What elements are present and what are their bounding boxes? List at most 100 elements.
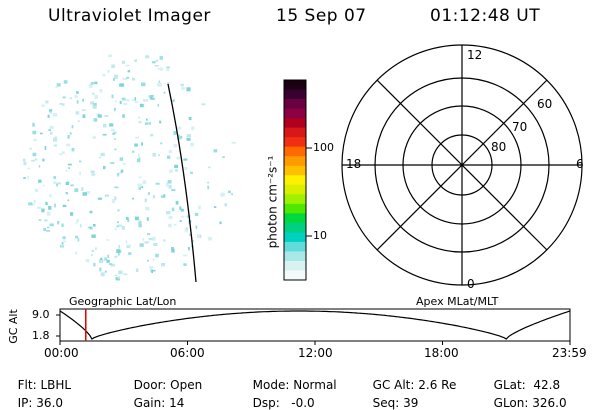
time-tick-0600: 06:00 (170, 346, 205, 360)
image-speckle (171, 189, 176, 191)
colorbar-segment (284, 251, 306, 262)
image-speckle (111, 64, 116, 68)
image-speckle (76, 218, 79, 223)
image-speckle (88, 226, 91, 229)
image-speckle (120, 169, 124, 173)
color-bar (284, 80, 306, 281)
image-speckle (213, 206, 217, 208)
image-speckle (207, 166, 211, 169)
image-speckle (121, 60, 125, 64)
colorbar-segment (284, 99, 306, 110)
image-speckle (141, 142, 143, 146)
image-speckle (125, 64, 130, 67)
image-speckle (102, 73, 106, 77)
colorbar-segment (284, 165, 306, 176)
image-speckle (65, 182, 69, 185)
image-speckle (180, 215, 185, 218)
image-speckle (191, 126, 195, 131)
colorbar-segment (284, 213, 306, 224)
image-speckle (128, 244, 132, 248)
image-speckle (65, 192, 68, 195)
image-speckle (52, 113, 58, 117)
mlt-label-0: 0 (467, 277, 475, 291)
image-speckle (175, 169, 178, 172)
image-speckle (41, 104, 45, 107)
image-speckle (90, 82, 94, 85)
image-speckle (49, 194, 52, 198)
image-speckle (119, 157, 123, 161)
image-speckle (23, 177, 26, 179)
image-speckle (207, 181, 209, 184)
image-speckle (69, 97, 72, 100)
image-speckle (116, 172, 120, 176)
image-speckle (117, 174, 120, 177)
image-speckle (93, 118, 98, 122)
image-speckle (79, 171, 81, 176)
image-speckle (152, 61, 156, 64)
colorbar-segment (284, 80, 306, 91)
image-speckle (49, 131, 53, 135)
image-speckle (113, 78, 115, 81)
image-speckle (167, 155, 171, 159)
info-ip: IP: 36.0 (17, 396, 64, 410)
image-speckle (107, 254, 110, 258)
image-speckle (77, 120, 80, 123)
image-speckle (114, 148, 117, 151)
image-speckle (175, 200, 179, 205)
image-speckle (53, 137, 58, 142)
colorbar-label-100: 100 (313, 141, 334, 154)
image-speckle (149, 95, 154, 99)
image-speckle (63, 80, 68, 84)
image-speckle (163, 194, 166, 197)
image-speckle (139, 103, 144, 108)
image-speckle (45, 201, 48, 206)
image-speckle (71, 147, 75, 152)
image-speckle (121, 97, 126, 101)
image-title: Ultraviolet Imager (48, 6, 211, 26)
image-speckle (138, 219, 141, 222)
image-speckle (119, 83, 124, 87)
image-speckle (92, 136, 96, 139)
terminator-line (167, 83, 197, 283)
image-speckle (34, 158, 38, 161)
colorbar-segment (284, 241, 306, 252)
image-speckle (161, 263, 166, 267)
image-speckle (57, 222, 59, 225)
polar-diagonal-2 (376, 79, 548, 251)
image-speckle (49, 111, 52, 114)
image-speckle (94, 95, 98, 99)
image-speckle (32, 152, 36, 157)
image-speckle (32, 130, 37, 135)
image-speckle (224, 203, 227, 207)
image-speckle (132, 197, 134, 200)
info-flt: Flt: LBHL (17, 378, 72, 392)
image-speckle (160, 142, 163, 145)
image-speckle (186, 87, 191, 92)
image-speckle (159, 56, 163, 60)
image-speckle (222, 156, 225, 158)
image-speckle (114, 274, 118, 277)
image-speckle (173, 224, 177, 226)
image-speckle (149, 266, 154, 269)
image-speckle (126, 245, 130, 248)
image-speckle (97, 114, 102, 118)
image-speckle (127, 70, 131, 73)
image-speckle (118, 245, 120, 249)
mlat-label-80: 80 (491, 140, 507, 154)
image-speckle (183, 263, 187, 266)
image-speckle (177, 126, 182, 130)
image-speckle (184, 167, 188, 171)
image-speckle (134, 143, 138, 147)
image-speckle (82, 98, 84, 102)
image-speckle (89, 210, 93, 214)
image-speckle (145, 206, 150, 211)
mlat-label-70: 70 (512, 120, 528, 134)
image-speckle (104, 115, 109, 117)
image-speckle (106, 239, 110, 241)
image-speckle (119, 171, 122, 174)
image-speckle (114, 196, 117, 201)
image-speckle (115, 100, 117, 103)
colorbar-segment (284, 127, 306, 138)
image-speckle (99, 259, 104, 264)
image-speckle (134, 101, 139, 103)
